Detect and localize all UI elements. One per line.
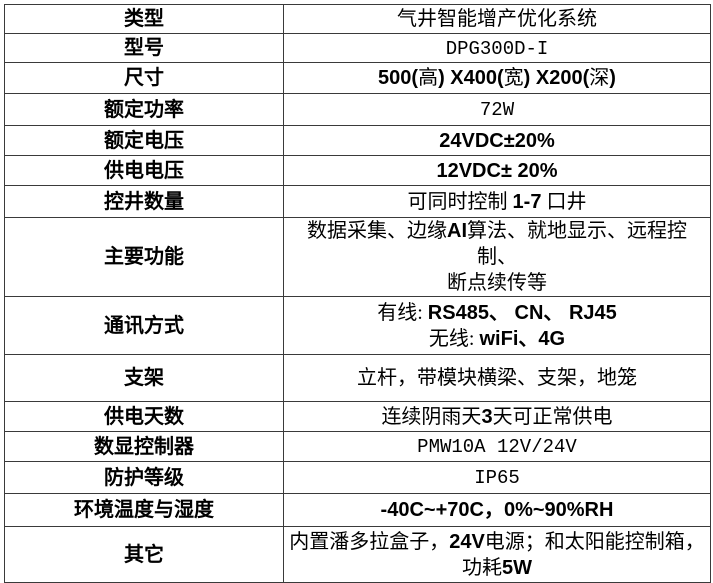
row-rated-voltage: 额定电压 24VDC±20% xyxy=(4,125,711,156)
spec-value-other: 内置潘多拉盒子，24V电源；和太阳能控制箱， 功耗5W xyxy=(283,526,711,583)
value-text-run: 12VDC± 20% xyxy=(436,159,558,182)
value-text-run: 1-7 xyxy=(512,190,542,213)
row-dimensions: 尺寸 500(高) X400(宽) X200(深) xyxy=(4,62,711,94)
value-text-run: 高 xyxy=(418,67,439,89)
spec-value-supply-voltage: 12VDC± 20% xyxy=(283,155,711,186)
spec-value-protection-rating: IP65 xyxy=(283,461,711,494)
value-text-run: 气井智能增产优化系统 xyxy=(397,8,597,30)
value-text-run: wiFi、4G xyxy=(479,327,566,350)
spec-value-digital-controller: PMW10A 12V/24V xyxy=(283,431,711,462)
row-other: 其它 内置潘多拉盒子，24V电源；和太阳能控制箱， 功耗5W xyxy=(4,526,711,583)
row-protection-rating: 防护等级 IP65 xyxy=(4,461,711,494)
value-text-run: ) xyxy=(609,67,616,89)
value-text-run: 算法、就地显示、远程控制、 xyxy=(467,220,687,268)
value-text-run: IP65 xyxy=(474,467,520,489)
value-text-run: 功耗 xyxy=(462,556,502,579)
spec-label-rated-voltage: 额定电压 xyxy=(4,125,284,156)
row-rated-power: 额定功率 72W xyxy=(4,93,711,126)
spec-value-model: DPG300D-I xyxy=(283,33,711,63)
spec-value-rated-voltage: 24VDC±20% xyxy=(283,125,711,156)
spec-label-ambient-temp-humidity: 环境温度与湿度 xyxy=(4,493,284,527)
value-text-run: ) X200( xyxy=(523,67,590,89)
value-text-run: 内置潘多拉盒子， xyxy=(289,530,450,553)
row-bracket: 支架 立杆，带模块横梁、支架，地笼 xyxy=(4,354,711,402)
row-ambient-temp-humidity: 环境温度与湿度 -40C~+70C，0%~90%RH xyxy=(4,493,711,527)
spec-label-protection-rating: 防护等级 xyxy=(4,461,284,494)
row-well-control-count: 控井数量 可同时控制 1-7 口井 xyxy=(4,185,711,218)
spec-label-well-control-count: 控井数量 xyxy=(4,185,284,218)
value-text-run: 数据采集、边缘 xyxy=(307,220,447,242)
value-text-run: 无线: xyxy=(428,327,480,350)
value-text-run: PMW10A 12V/24V xyxy=(417,436,577,458)
spec-value-well-control-count: 可同时控制 1-7 口井 xyxy=(283,185,711,218)
spec-value-power-supply-days: 连续阴雨天3天可正常供电 xyxy=(283,401,711,432)
value-text-run: RS485、 CN、 RJ45 xyxy=(427,301,617,324)
value-text-run: 连续阴雨天 xyxy=(381,405,482,428)
spec-value-rated-power: 72W xyxy=(283,93,711,126)
value-text-run: 可同时控制 xyxy=(407,190,513,213)
value-text-run: AI xyxy=(447,220,467,242)
value-text-run: 24V xyxy=(449,530,485,553)
spec-label-type: 类型 xyxy=(4,4,284,34)
spec-value-communication: 有线: RS485、 CN、 RJ45 无线: wiFi、4G xyxy=(283,296,711,355)
row-type: 类型 气井智能增产优化系统 xyxy=(4,4,711,34)
value-text-run: 深 xyxy=(589,67,610,89)
row-digital-controller: 数显控制器 PMW10A 12V/24V xyxy=(4,431,711,462)
spec-label-dimensions: 尺寸 xyxy=(4,62,284,94)
spec-value-main-functions: 数据采集、边缘AI算法、就地显示、远程控制、断点续传等 xyxy=(283,217,711,297)
spec-label-rated-power: 额定功率 xyxy=(4,93,284,126)
value-text-run: 3 xyxy=(481,405,493,428)
spec-table: 类型 气井智能增产优化系统 型号 DPG300D-I 尺寸 500(高) X40… xyxy=(4,4,711,583)
value-text-run: -40C~+70C，0%~90%RH xyxy=(380,499,614,521)
row-supply-voltage: 供电电压 12VDC± 20% xyxy=(4,155,711,186)
value-text-run: 500( xyxy=(378,67,419,89)
spec-value-bracket: 立杆，带模块横梁、支架，地笼 xyxy=(283,354,711,402)
value-text-run: ) X400( xyxy=(438,67,504,89)
spec-value-type: 气井智能增产优化系统 xyxy=(283,4,711,34)
spec-label-power-supply-days: 供电天数 xyxy=(4,401,284,432)
value-text-run: 有线: xyxy=(377,301,428,324)
spec-label-digital-controller: 数显控制器 xyxy=(4,431,284,462)
value-text-run: 72W xyxy=(479,99,515,121)
row-main-functions: 主要功能 数据采集、边缘AI算法、就地显示、远程控制、断点续传等 xyxy=(4,217,711,297)
value-text-run: 宽 xyxy=(503,67,524,89)
spec-value-dimensions: 500(高) X400(宽) X200(深) xyxy=(283,62,711,94)
value-text-run: 断点续传等 xyxy=(447,272,547,294)
spec-value-ambient-temp-humidity: -40C~+70C，0%~90%RH xyxy=(283,493,711,527)
value-text-run: 口井 xyxy=(541,190,587,213)
row-model: 型号 DPG300D-I xyxy=(4,33,711,63)
spec-label-bracket: 支架 xyxy=(4,354,284,402)
row-communication: 通讯方式 有线: RS485、 CN、 RJ45 无线: wiFi、4G xyxy=(4,296,711,355)
spec-label-communication: 通讯方式 xyxy=(4,296,284,355)
value-text-run: 24VDC±20% xyxy=(439,129,555,152)
value-text-run: 5W xyxy=(502,556,532,579)
value-text-run: 立杆，带模块横梁、支架，地笼 xyxy=(357,367,637,389)
spec-label-model: 型号 xyxy=(4,33,284,63)
value-text-run: 电源；和太阳能控制箱， xyxy=(484,530,705,553)
spec-label-supply-voltage: 供电电压 xyxy=(4,155,284,186)
spec-label-main-functions: 主要功能 xyxy=(4,217,284,297)
spec-label-other: 其它 xyxy=(4,526,284,583)
row-power-supply-days: 供电天数 连续阴雨天3天可正常供电 xyxy=(4,401,711,432)
value-text-run: 天可正常供电 xyxy=(492,405,613,428)
value-text-run: DPG300D-I xyxy=(445,37,549,60)
